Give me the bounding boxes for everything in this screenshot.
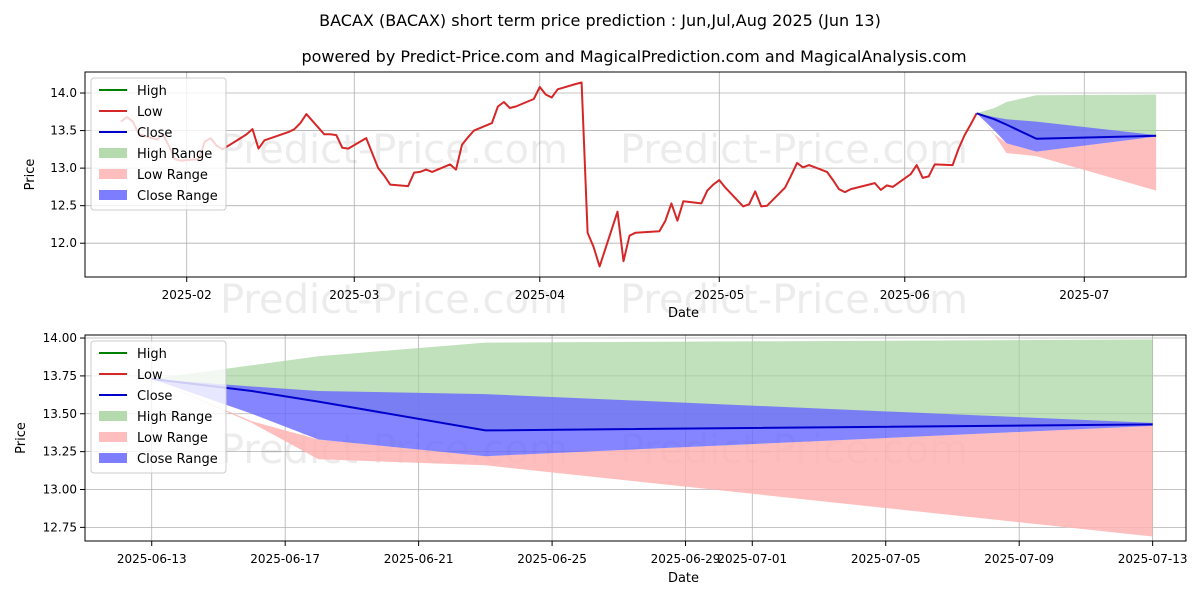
y-tick-label: 14.00	[43, 331, 77, 345]
low-range-band	[151, 378, 1153, 537]
watermark-text: Predict-Price.com	[220, 127, 568, 173]
x-tick-label: 2025-02	[162, 288, 212, 302]
y-axis-label: Price	[14, 422, 29, 454]
watermark-text: Predict-Price.com	[620, 127, 968, 173]
legend-label-low: Low	[137, 368, 163, 383]
close-range-band	[151, 378, 1153, 457]
legend-swatch-high_range	[99, 411, 127, 421]
legend-swatch-close_range	[99, 190, 127, 200]
y-axis-label: Price	[23, 159, 38, 191]
x-tick-label: 2025-05	[694, 288, 744, 302]
x-tick-label: 2025-07	[1059, 288, 1109, 302]
x-tick-label: 2025-06	[880, 288, 930, 302]
x-tick-label: 2025-06-21	[384, 552, 454, 566]
legend-label-high: High	[137, 84, 167, 99]
x-tick-label: 2025-07-09	[984, 552, 1054, 566]
x-tick-label: 2025-06-13	[117, 552, 187, 566]
y-tick-label: 13.00	[43, 483, 77, 497]
y-tick-label: 14.0	[50, 86, 77, 100]
x-tick-label: 2025-06-17	[250, 552, 320, 566]
watermark-text: Predict-Price.com	[220, 277, 568, 323]
legend-label-low: Low	[137, 105, 163, 120]
legend-swatch-close_range	[99, 453, 127, 463]
y-tick-label: 13.0	[50, 161, 77, 175]
x-tick-label: 2025-06-25	[517, 552, 587, 566]
legend-swatch-low_range	[99, 169, 127, 179]
chart-subtitle: powered by Predict-Price.com and Magical…	[301, 47, 966, 66]
low-price-line	[120, 81, 978, 268]
x-axis-label: Date	[668, 571, 699, 586]
low-range-band	[976, 113, 1157, 191]
y-tick-label: 13.75	[43, 369, 77, 383]
close-forecast-line	[976, 112, 1157, 140]
x-tick-label: 2025-07-05	[851, 552, 921, 566]
y-tick-label: 12.5	[50, 199, 77, 213]
y-tick-label: 13.50	[43, 407, 77, 421]
legend-label-close_range: Close Range	[137, 452, 218, 467]
x-tick-label: 2025-04	[515, 288, 565, 302]
x-tick-label: 2025-03	[329, 288, 379, 302]
plot-frame	[84, 71, 1187, 278]
legend-label-low_range: Low Range	[137, 168, 208, 183]
bottom-panel: Predict-Price.comPredict-Price.com2025-0…	[14, 331, 1188, 586]
x-tick-label: 2025-07-13	[1118, 552, 1188, 566]
y-tick-label: 12.75	[43, 520, 77, 534]
chart-title: BACAX (BACAX) short term price predictio…	[319, 11, 881, 30]
close-range-band	[976, 113, 1157, 152]
y-tick-label: 13.5	[50, 124, 77, 138]
legend-label-low_range: Low Range	[137, 431, 208, 446]
chart-legend: High Low Close High Range Low Range Close Ran…	[90, 340, 227, 474]
x-tick-label: 2025-06-29	[651, 552, 721, 566]
legend-swatch-low_range	[99, 432, 127, 442]
top-panel: Predict-Price.com Predict-Price.com Predic…	[23, 71, 1187, 323]
legend-swatch-high_range	[99, 148, 127, 158]
x-axis-label: Date	[668, 306, 699, 321]
legend-label-close_range: Close Range	[137, 189, 218, 204]
legend-label-high_range: High Range	[137, 410, 212, 425]
plot-frame	[84, 334, 1187, 542]
x-tick-label: 2025-07-01	[717, 552, 787, 566]
y-tick-label: 13.25	[43, 445, 77, 459]
legend-label-high: High	[137, 347, 167, 362]
legend-label-close: Close	[137, 389, 172, 404]
legend-label-high_range: High Range	[137, 147, 212, 162]
chart-legend: High Low Close High Range Low Range Close Ran…	[90, 77, 227, 211]
watermark-text: Predict-Price.com	[620, 277, 968, 323]
y-tick-label: 12.0	[50, 236, 77, 250]
legend-label-close: Close	[137, 126, 172, 141]
